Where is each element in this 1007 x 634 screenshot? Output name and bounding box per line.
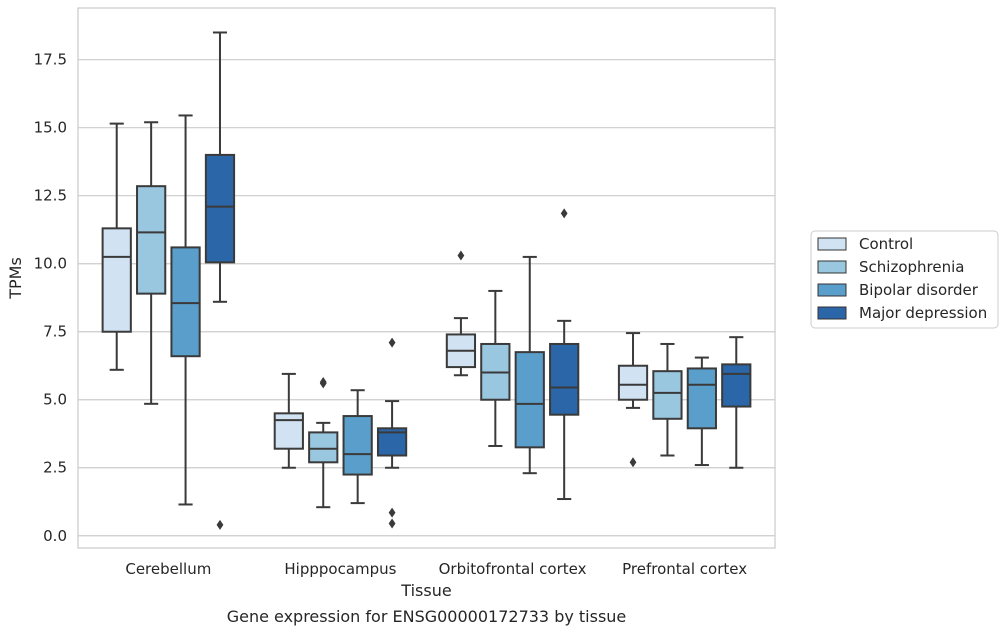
y-tick-label: 17.5 (34, 51, 67, 69)
box-iqr (342, 415, 373, 476)
y-tick-label: 2.5 (43, 459, 67, 477)
x-tick-label: Prefrontal cortex (622, 560, 747, 578)
y-tick-label: 15.0 (34, 119, 67, 137)
legend-label: Bipolar disorder (859, 281, 979, 299)
outlier-point (388, 507, 396, 518)
x-tick-labels: Cerebellum Hipppocampus Orbitofrontal cort… (125, 560, 747, 578)
y-tick-label: 0.0 (43, 527, 67, 545)
legend-label: Control (859, 235, 913, 253)
box (617, 332, 649, 468)
box-iqr (170, 246, 201, 358)
box (549, 208, 580, 501)
legend: Control Schizophrenia Bipolar disorder Majo… (810, 230, 999, 329)
plot-frame (77, 7, 776, 549)
legend-frame (810, 230, 999, 329)
figure-caption: Gene expression for ENSG00000172733 by t… (227, 607, 627, 626)
legend-swatch (817, 237, 847, 251)
box-iqr (308, 431, 339, 464)
box-iqr (652, 370, 683, 420)
outlier-point (560, 208, 568, 219)
outlier-point (457, 250, 465, 261)
box (342, 389, 373, 505)
box (514, 255, 545, 475)
box (101, 122, 132, 371)
box (308, 377, 339, 509)
x-tick-label: Hipppocampus (284, 560, 396, 578)
outlier-point (388, 337, 396, 348)
x-axis-label: Tissue (400, 581, 451, 600)
y-tick-label: 12.5 (34, 187, 67, 205)
legend-label: Schizophrenia (859, 258, 964, 276)
legend-swatch (817, 260, 847, 274)
y-tick-label: 7.5 (43, 323, 67, 341)
y-tick-label: 10.0 (34, 255, 67, 273)
legend-swatch (817, 306, 847, 320)
box (480, 289, 511, 447)
y-tick-label: 5.0 (43, 391, 67, 409)
box (445, 250, 477, 377)
box (170, 114, 201, 506)
y-tick-labels: 0.0 2.5 5.0 7.5 10.0 12.5 15.0 17.5 (34, 51, 67, 545)
box-iqr (617, 364, 649, 401)
outlier-point (216, 519, 224, 530)
box-iqr (136, 185, 167, 295)
y-axis-label: TPMs (6, 257, 25, 300)
legend-label: Major depression (859, 304, 987, 322)
legend-swatch (817, 283, 847, 297)
box-iqr (721, 363, 752, 408)
box (136, 121, 167, 405)
box (686, 356, 717, 467)
box (376, 337, 408, 529)
box-iqr (204, 153, 236, 264)
box-series-group (101, 31, 752, 530)
box-iqr (273, 412, 304, 450)
box-iqr (686, 367, 717, 430)
x-tick-label: Cerebellum (125, 560, 211, 578)
box-iqr (514, 351, 545, 449)
outlier-point (629, 457, 637, 468)
box (204, 31, 236, 530)
box (721, 336, 752, 469)
box (652, 342, 683, 457)
box (273, 372, 304, 469)
outlier-point (388, 518, 396, 529)
box-iqr (101, 227, 132, 333)
x-tick-label: Orbitofrontal cortex (439, 560, 587, 578)
box-iqr (549, 342, 580, 416)
outlier-point (319, 377, 327, 388)
